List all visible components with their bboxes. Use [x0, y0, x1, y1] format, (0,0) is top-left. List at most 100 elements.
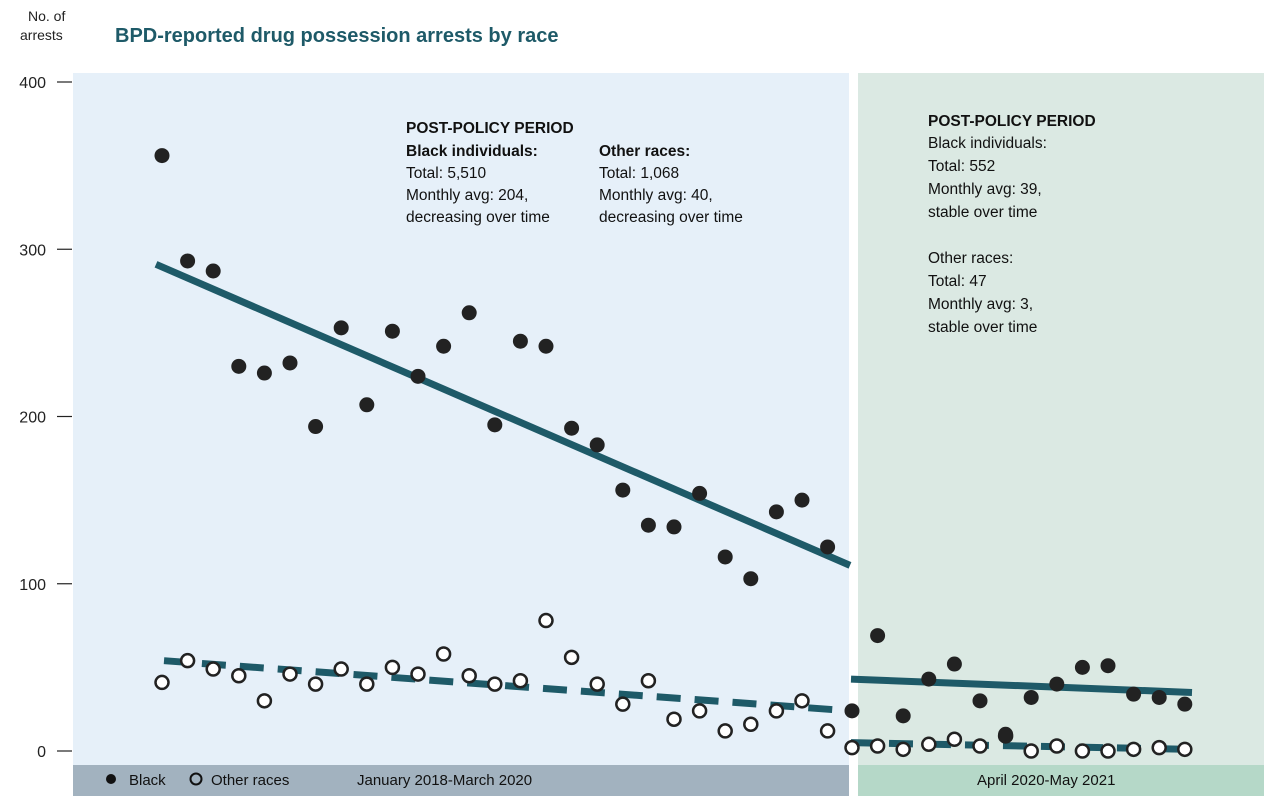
post-annotation-black-line: Black individuals: [928, 135, 1047, 152]
black-data-point [487, 417, 503, 433]
y-tick-label: 400 [19, 75, 46, 92]
y-tick-label: 0 [37, 744, 46, 761]
other-races-data-point [1177, 741, 1193, 758]
other-races-data-point [972, 738, 988, 754]
post-annotation-other-line: Monthly avg: 3, [928, 296, 1033, 313]
black-data-point [1177, 696, 1193, 712]
pre-annotation-black-line: Total: 5,510 [406, 165, 487, 182]
other-races-data-point [743, 716, 759, 732]
other-races-data-point [461, 667, 477, 684]
black-data-point [666, 519, 682, 535]
black-data-point [384, 323, 400, 339]
other-races-data-point [333, 661, 349, 677]
black-data-point [205, 263, 221, 279]
black-data-point [1151, 689, 1167, 705]
pre-annotation-black-line: Monthly avg: 204, [406, 187, 528, 204]
other-races-data-point [615, 696, 631, 712]
black-data-point [589, 437, 605, 453]
black-data-point [1074, 659, 1090, 675]
black-data-point [410, 368, 426, 384]
post-annotation-other-line: stable over time [928, 319, 1037, 336]
legend-black-label: Black [129, 772, 166, 789]
y-axis-label-line-1: No. of [28, 8, 65, 24]
other-races-data-point [691, 703, 708, 719]
black-data-point [844, 703, 860, 719]
other-races-data-point [154, 674, 170, 691]
other-races-data-point [895, 741, 911, 758]
y-axis: 0 100 200 300 400 [19, 75, 72, 761]
other-races-data-point [384, 659, 401, 676]
black-data-point [1049, 676, 1065, 692]
black-data-point [743, 571, 759, 587]
post-annotation-black-line: stable over time [928, 204, 1037, 221]
black-data-point [1126, 686, 1142, 702]
other-races-data-point [844, 739, 860, 756]
post-period-label: April 2020-May 2021 [977, 772, 1115, 789]
other-races-data-point [435, 646, 452, 662]
other-races-data-point [869, 738, 886, 754]
other-races-data-point [589, 676, 605, 692]
black-data-point [921, 671, 937, 687]
other-races-data-point [487, 676, 503, 692]
other-races-data-point [666, 711, 682, 727]
pre-annotation-other-line: decreasing over time [599, 209, 743, 226]
black-data-point [308, 419, 324, 435]
period-footer: Black Other races January 2018-March 202… [106, 772, 1115, 789]
black-data-point [870, 628, 886, 644]
black-data-point [359, 397, 375, 413]
post-period-footer-bar [858, 765, 1264, 796]
black-data-point [512, 333, 528, 349]
other-races-data-point [282, 666, 298, 682]
pre-annotation-black-heading: Black individuals: [406, 143, 538, 160]
y-axis-label-line-2: arrests [20, 27, 63, 43]
other-races-data-point [819, 723, 836, 739]
pre-annotation-other-line: Monthly avg: 40, [599, 187, 713, 204]
other-pre-trend-line [163, 657, 851, 715]
period-annotations: POST-POLICY PERIOD Black individuals: To… [406, 113, 1096, 336]
other-races-data-point [946, 731, 963, 748]
other-races-data-point [1074, 743, 1091, 759]
pre-annotation-heading: POST-POLICY PERIOD [406, 120, 574, 137]
other-races-data-point [768, 703, 785, 719]
black-data-point [282, 355, 298, 371]
other-races-data-point [640, 673, 657, 689]
black-data-point [895, 708, 911, 724]
other-races-data-point [231, 667, 247, 684]
black-data-point [436, 338, 452, 354]
black-data-point [1023, 689, 1039, 705]
other-races-data-point [1125, 741, 1142, 758]
black-data-point [972, 693, 988, 709]
black-data-point [946, 656, 962, 672]
y-tick-label: 200 [19, 410, 46, 427]
black-pre-trend-line [154, 261, 852, 569]
post-annotation-black-line: Monthly avg: 39, [928, 181, 1042, 198]
other-races-data-point [1049, 738, 1065, 754]
legend-other-marker [189, 772, 203, 786]
legend-other-label: Other races [211, 772, 289, 789]
data-points [154, 148, 1193, 759]
pre-annotation-black-line: decreasing over time [406, 209, 550, 226]
other-races-data-point [410, 666, 426, 682]
y-tick-label: 300 [19, 242, 46, 259]
black-data-point [768, 504, 784, 520]
black-data-point [717, 549, 733, 565]
pre-annotation-other-heading: Other races: [599, 143, 690, 160]
other-races-data-point [256, 693, 273, 709]
pre-period-label: January 2018-March 2020 [357, 772, 532, 789]
y-tick-label: 100 [19, 577, 46, 594]
black-data-point [538, 338, 554, 354]
other-races-data-point [921, 736, 937, 753]
post-annotation-other-line: Total: 47 [928, 273, 987, 290]
pre-annotation-other-line: Total: 1,068 [599, 165, 679, 182]
black-data-point [231, 358, 247, 374]
black-data-point [794, 492, 810, 508]
other-races-data-point [512, 673, 529, 689]
other-races-data-point [359, 676, 375, 692]
other-races-data-point [205, 661, 221, 677]
post-period-background [858, 73, 1264, 765]
black-data-point [256, 365, 272, 381]
other-races-data-point [794, 693, 810, 709]
legend-black-marker [106, 774, 116, 784]
other-races-data-point [1100, 743, 1116, 759]
black-data-point [333, 320, 349, 336]
